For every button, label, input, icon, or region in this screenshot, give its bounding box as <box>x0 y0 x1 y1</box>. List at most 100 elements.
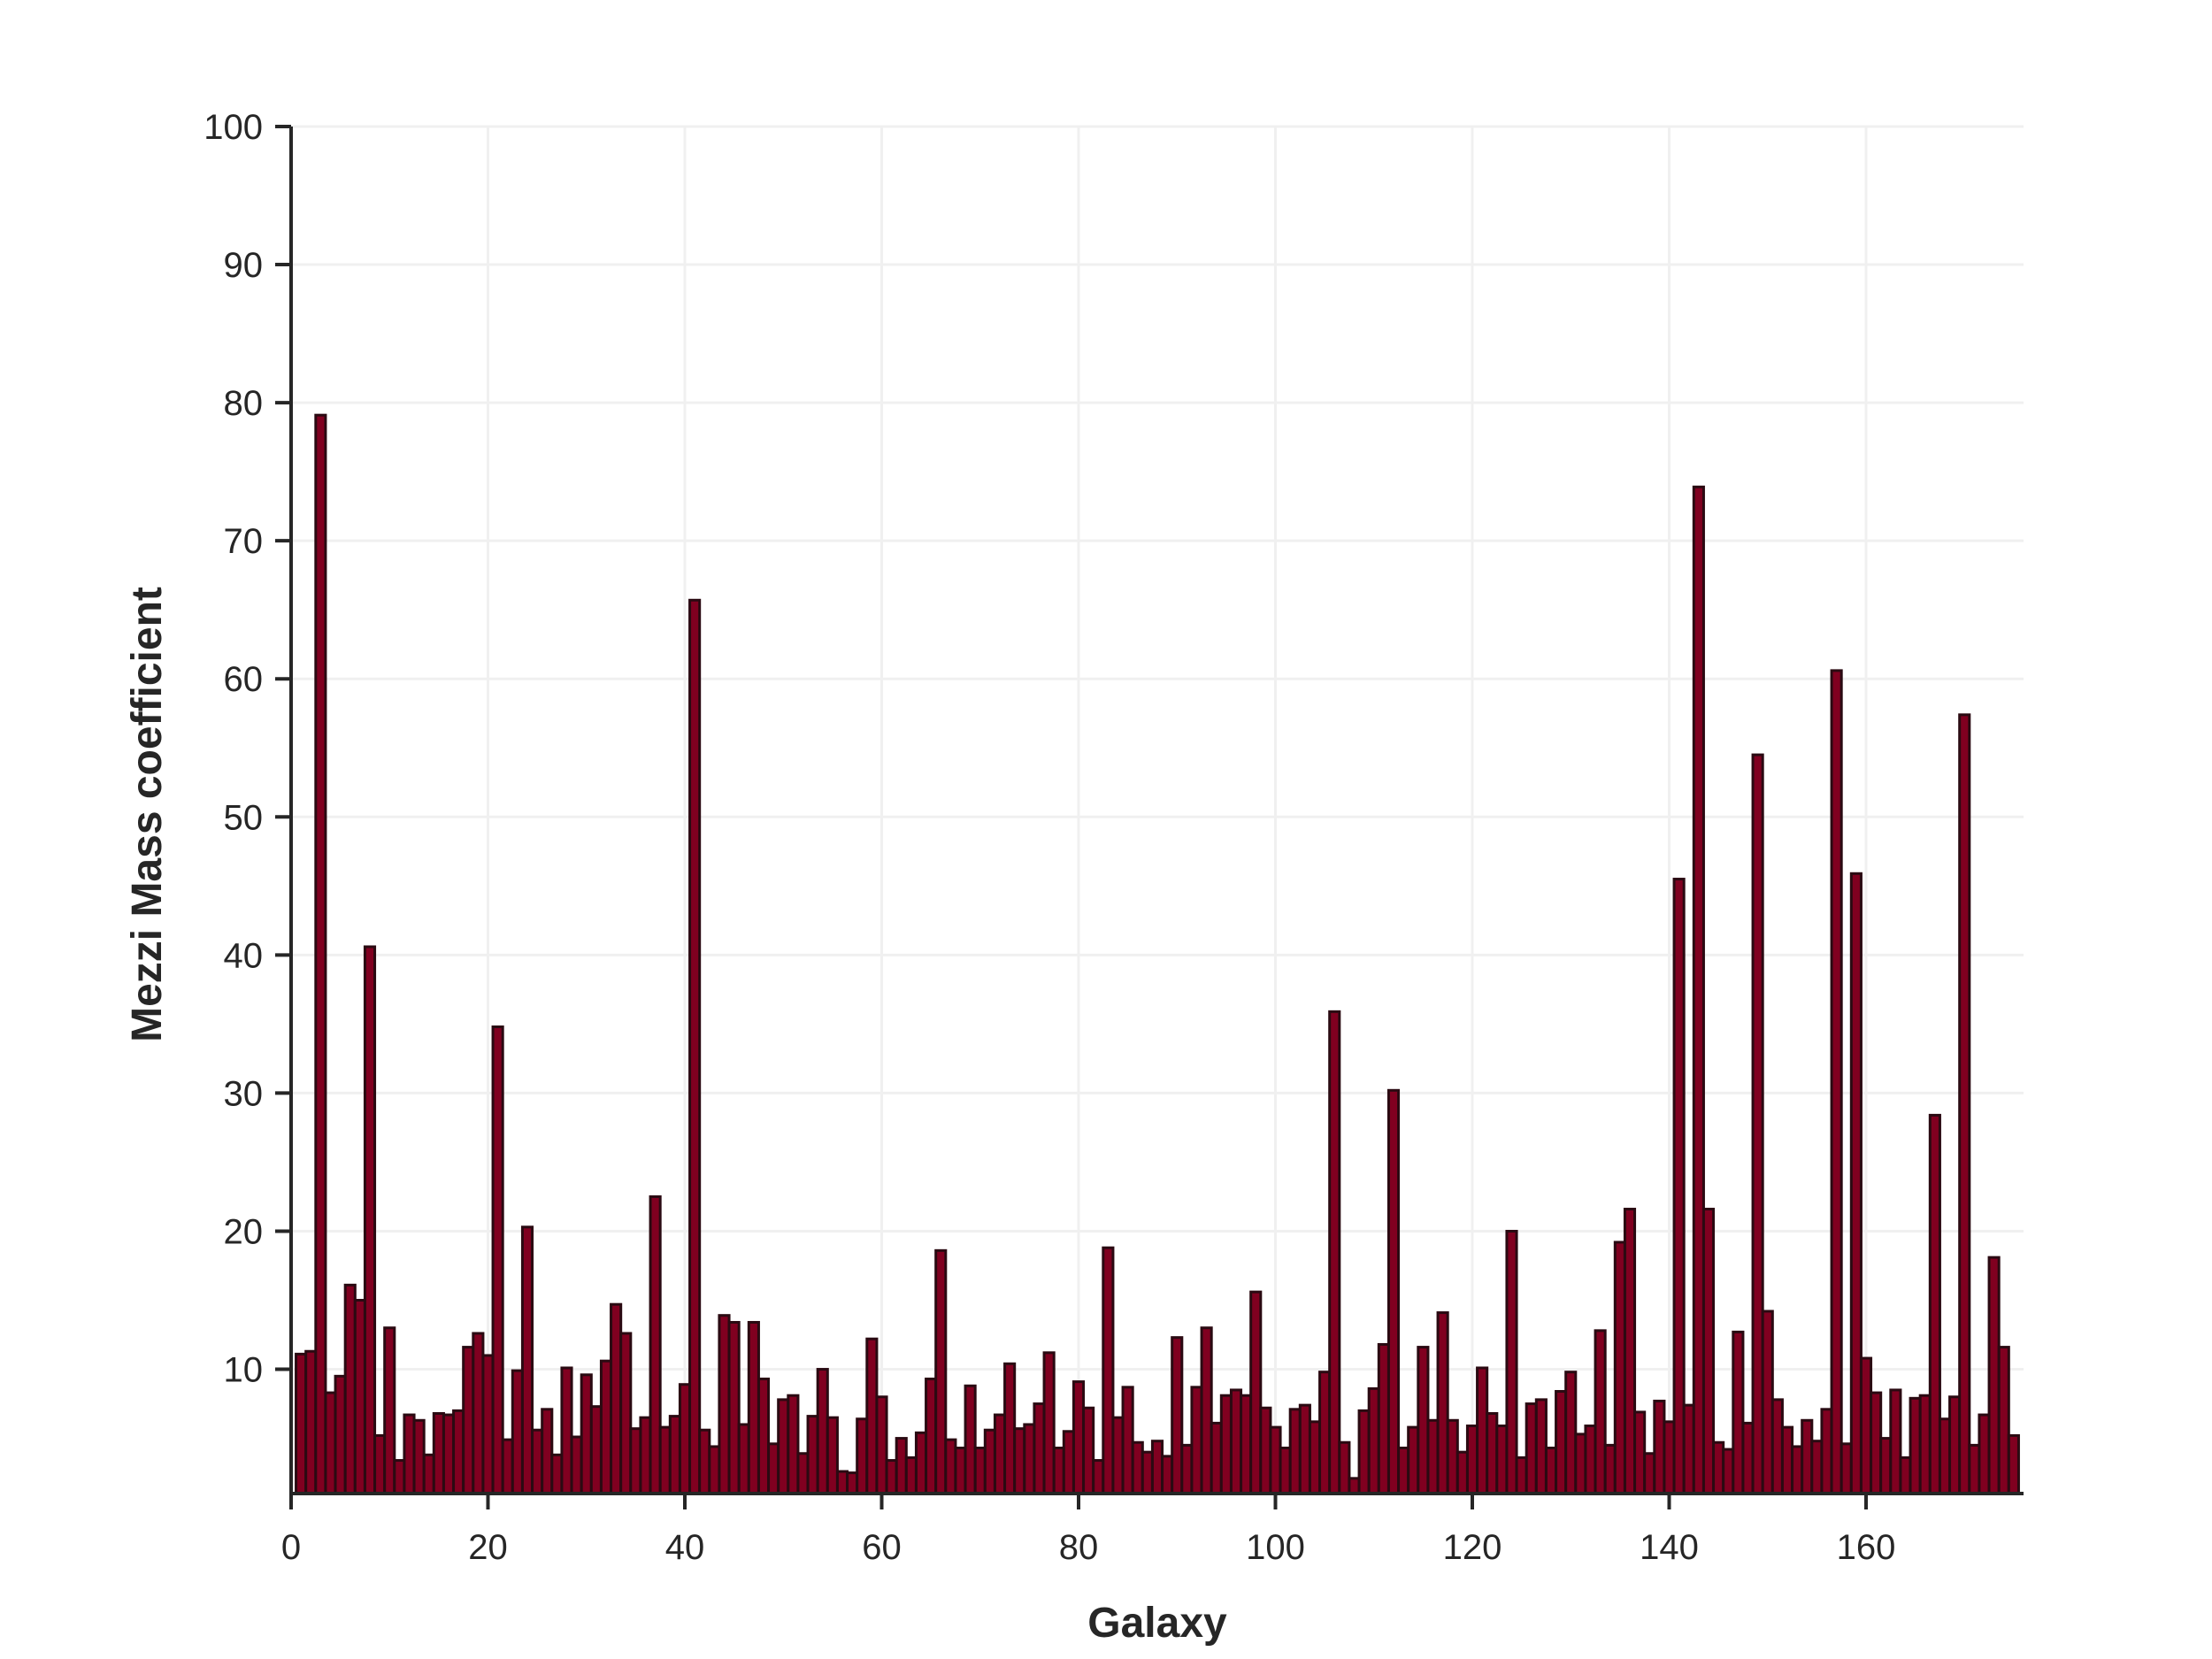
bar <box>767 1442 780 1495</box>
bar <box>1328 1010 1341 1495</box>
bar <box>501 1438 514 1495</box>
bar <box>619 1332 633 1495</box>
bar <box>1240 1394 1253 1495</box>
bar <box>698 1428 711 1495</box>
bar <box>343 1283 357 1495</box>
bar <box>1938 1417 1952 1495</box>
bar <box>1839 1442 1853 1495</box>
x-tick-label: 0 <box>281 1528 301 1567</box>
bar <box>934 1248 948 1495</box>
axes <box>289 127 2024 1495</box>
bar <box>1859 1356 1873 1495</box>
bar <box>914 1431 928 1495</box>
bar <box>1849 872 1863 1495</box>
bar <box>1879 1437 1893 1495</box>
bar <box>787 1394 800 1495</box>
bar <box>393 1459 406 1495</box>
bar <box>1465 1425 1479 1495</box>
bar <box>1062 1430 1075 1495</box>
bar <box>472 1332 485 1495</box>
bar <box>1486 1411 1499 1495</box>
bar <box>550 1453 564 1495</box>
bar <box>895 1437 908 1495</box>
bar <box>295 1352 308 1495</box>
bar <box>1111 1416 1125 1495</box>
y-tick-label: 70 <box>224 522 264 561</box>
bar <box>1899 1455 1912 1495</box>
bar <box>964 1384 977 1495</box>
bar <box>1701 1208 1716 1495</box>
bar <box>885 1459 898 1495</box>
grid-lines <box>291 125 2024 1494</box>
bar <box>1889 1388 1902 1495</box>
y-tick-label: 10 <box>224 1351 264 1390</box>
bar <box>718 1314 731 1495</box>
bar <box>511 1369 524 1495</box>
bar <box>688 598 702 1495</box>
bar <box>1534 1398 1548 1495</box>
bar <box>1555 1390 1568 1495</box>
bar <box>1121 1386 1134 1495</box>
bar <box>1259 1406 1272 1495</box>
bar <box>1564 1371 1578 1495</box>
y-tick-label: 30 <box>224 1074 264 1113</box>
y-tick-label: 90 <box>224 246 264 285</box>
bar <box>541 1408 554 1495</box>
bar <box>1791 1445 1804 1495</box>
bar <box>816 1368 829 1495</box>
bar <box>452 1409 465 1495</box>
bar <box>610 1302 623 1495</box>
bar <box>1357 1409 1371 1495</box>
bar <box>1426 1418 1440 1495</box>
bar <box>1987 1256 2001 1495</box>
bar <box>639 1416 652 1495</box>
bar <box>1397 1447 1410 1495</box>
bar <box>1171 1336 1184 1495</box>
bar <box>1318 1371 1332 1495</box>
y-tick-label: 50 <box>224 798 264 837</box>
bar <box>1682 1403 1695 1495</box>
bar <box>1052 1447 1065 1495</box>
bar <box>1436 1311 1449 1495</box>
bar <box>856 1417 869 1495</box>
bar <box>1692 485 1705 1495</box>
bar <box>1613 1240 1626 1495</box>
bar <box>1023 1423 1036 1495</box>
y-ticks: 10 20 30 40 50 60 70 80 90 100 <box>204 108 291 1390</box>
bar <box>1229 1388 1243 1495</box>
bar <box>1515 1455 1528 1495</box>
bar <box>580 1373 593 1495</box>
bar <box>1092 1459 1105 1495</box>
bar <box>1820 1408 1833 1495</box>
bar <box>1003 1362 1017 1495</box>
x-tick-label: 60 <box>862 1528 902 1567</box>
bar <box>658 1425 672 1495</box>
bar <box>1732 1330 1745 1495</box>
bar <box>1653 1399 1666 1495</box>
x-tick-label: 100 <box>1246 1528 1305 1567</box>
bar <box>1741 1421 1755 1495</box>
bar <box>668 1415 681 1495</box>
bar <box>491 1025 504 1495</box>
bar <box>1308 1420 1322 1495</box>
bar <box>570 1435 583 1495</box>
bar <box>1180 1443 1194 1495</box>
bar <box>1810 1440 1824 1495</box>
bar <box>973 1447 987 1495</box>
y-tick-label: 100 <box>204 108 263 147</box>
bar <box>757 1377 771 1495</box>
bar <box>806 1415 819 1495</box>
bar <box>954 1447 967 1495</box>
bar <box>1013 1427 1026 1495</box>
bar <box>1574 1432 1587 1495</box>
bar <box>1544 1447 1558 1495</box>
bar <box>826 1416 839 1495</box>
bar <box>875 1395 888 1495</box>
bar <box>1476 1366 1489 1495</box>
bar <box>1102 1246 1115 1495</box>
bar <box>1623 1208 1637 1495</box>
bar <box>1870 1391 1883 1495</box>
bar <box>1525 1402 1538 1495</box>
bar <box>649 1194 662 1495</box>
bar <box>1150 1440 1164 1495</box>
